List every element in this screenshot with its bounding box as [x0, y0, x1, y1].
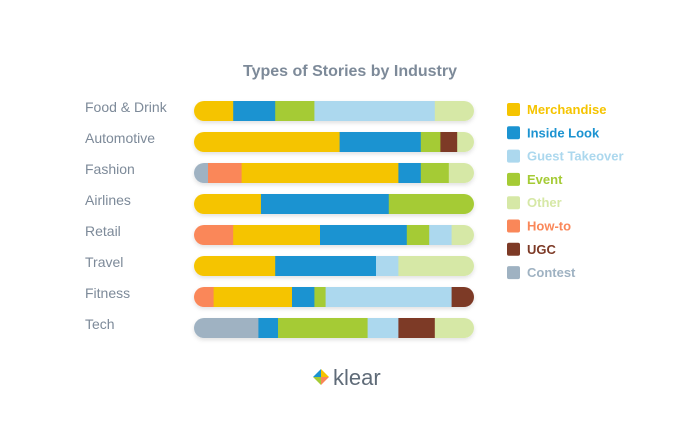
logo-facet	[313, 377, 321, 385]
bar-segment-event	[314, 287, 327, 307]
legend-label: How-to	[527, 219, 571, 234]
bar-segment-merchandise	[233, 225, 321, 245]
category-label: Fashion	[85, 161, 135, 177]
legend-swatch	[507, 103, 520, 116]
legend-swatch	[507, 126, 520, 140]
bar-segment-guest-takeover	[429, 225, 453, 245]
chart-title: Types of Stories by Industry	[243, 63, 457, 80]
legend-label: Event	[527, 172, 563, 187]
legend-label: Contest	[527, 265, 576, 280]
bar-segment-merchandise	[194, 256, 276, 276]
bar-segment-merchandise	[194, 194, 262, 214]
klear-logo-icon	[313, 369, 329, 385]
bar-row-automotive: Automotive	[85, 130, 474, 152]
bar-segment-merchandise	[241, 163, 399, 183]
bar-row-fitness: Fitness	[85, 285, 474, 307]
legend-item-ugc: UGC	[507, 242, 557, 257]
bar-row-fashion: Fashion	[85, 161, 474, 183]
bar-segment-merchandise	[213, 287, 293, 307]
bar-segment-inside-look	[339, 132, 422, 152]
legend-label: UGC	[527, 242, 557, 257]
bar-segment-inside-look	[233, 101, 276, 121]
bar-segment-merchandise	[194, 132, 341, 152]
legend: Merchandise Inside Look Guest Takeover Even…	[507, 102, 624, 280]
bar-segment-how-to	[194, 287, 215, 307]
legend-swatch	[507, 242, 520, 256]
bar-segment-merchandise	[194, 101, 234, 121]
bar-segment-ugc	[440, 132, 458, 152]
category-label: Automotive	[85, 130, 155, 146]
legend-swatch	[507, 219, 520, 233]
bar-segment-how-to	[194, 225, 234, 245]
brand-logo: klear	[313, 365, 381, 390]
bar-segment-event	[420, 163, 450, 183]
bar-row-retail: Retail	[85, 223, 474, 245]
legend-item-other: Other	[507, 195, 562, 210]
category-label: Tech	[85, 316, 115, 332]
bar-segment-other	[457, 132, 474, 152]
bar-segment-inside-look	[292, 287, 315, 307]
legend-item-merchandise: Merchandise	[507, 102, 606, 117]
bar-segment-guest-takeover	[376, 256, 399, 276]
bar-row-travel: Travel	[85, 254, 474, 276]
bar-segment-event	[275, 101, 315, 121]
legend-item-contest: Contest	[507, 265, 576, 280]
bar-segment-other	[434, 318, 474, 338]
logo-facet	[313, 369, 321, 377]
bar-segment-inside-look	[398, 163, 422, 183]
logo-facet	[321, 377, 329, 385]
legend-swatch	[507, 266, 520, 280]
legend-swatch	[507, 149, 520, 163]
category-label: Food & Drink	[85, 99, 168, 115]
bar-row-tech: Tech	[85, 316, 474, 338]
legend-item-guest-takeover: Guest Takeover	[507, 149, 624, 164]
bar-segment-guest-takeover	[314, 101, 436, 121]
legend-label: Other	[527, 195, 562, 210]
legend-label: Inside Look	[527, 125, 600, 140]
bar-segment-other	[451, 225, 474, 245]
legend-item-event: Event	[507, 172, 563, 187]
bar-segment-guest-takeover	[325, 287, 453, 307]
bar-segment-inside-look	[258, 318, 279, 338]
bar-segment-contest	[194, 163, 209, 183]
bar-segment-guest-takeover	[367, 318, 399, 338]
bar-segment-event	[406, 225, 430, 245]
bar-segment-inside-look	[260, 194, 390, 214]
bar-segment-how-to	[208, 163, 243, 183]
legend-swatch	[507, 172, 520, 186]
category-label: Travel	[85, 254, 123, 270]
legend-swatch	[507, 196, 520, 210]
bar-segment-inside-look	[320, 225, 408, 245]
bar-row-airlines: Airlines	[85, 192, 474, 214]
legend-label: Merchandise	[527, 102, 606, 117]
category-label: Fitness	[85, 285, 130, 301]
bar-segment-event	[278, 318, 369, 338]
bar-segment-other	[448, 163, 474, 183]
bar-segment-other	[398, 256, 474, 276]
bar-row-food-and-drink: Food & Drink	[85, 99, 474, 121]
bar-segment-contest	[194, 318, 259, 338]
bar-segment-ugc	[451, 287, 474, 307]
category-label: Airlines	[85, 192, 131, 208]
bar-segment-inside-look	[275, 256, 377, 276]
bar-segment-other	[434, 101, 474, 121]
chart-rows: Food & Drink Automotive Fashion Airlines Ret…	[85, 99, 474, 338]
bar-segment-ugc	[398, 318, 436, 338]
legend-item-how-to: How-to	[507, 219, 571, 234]
bar-segment-event	[388, 194, 474, 214]
logo-facet	[321, 369, 329, 377]
brand-name: klear	[333, 365, 381, 390]
bar-segment-event	[420, 132, 441, 152]
legend-label: Guest Takeover	[527, 149, 624, 164]
category-label: Retail	[85, 223, 121, 239]
legend-item-inside-look: Inside Look	[507, 125, 600, 140]
